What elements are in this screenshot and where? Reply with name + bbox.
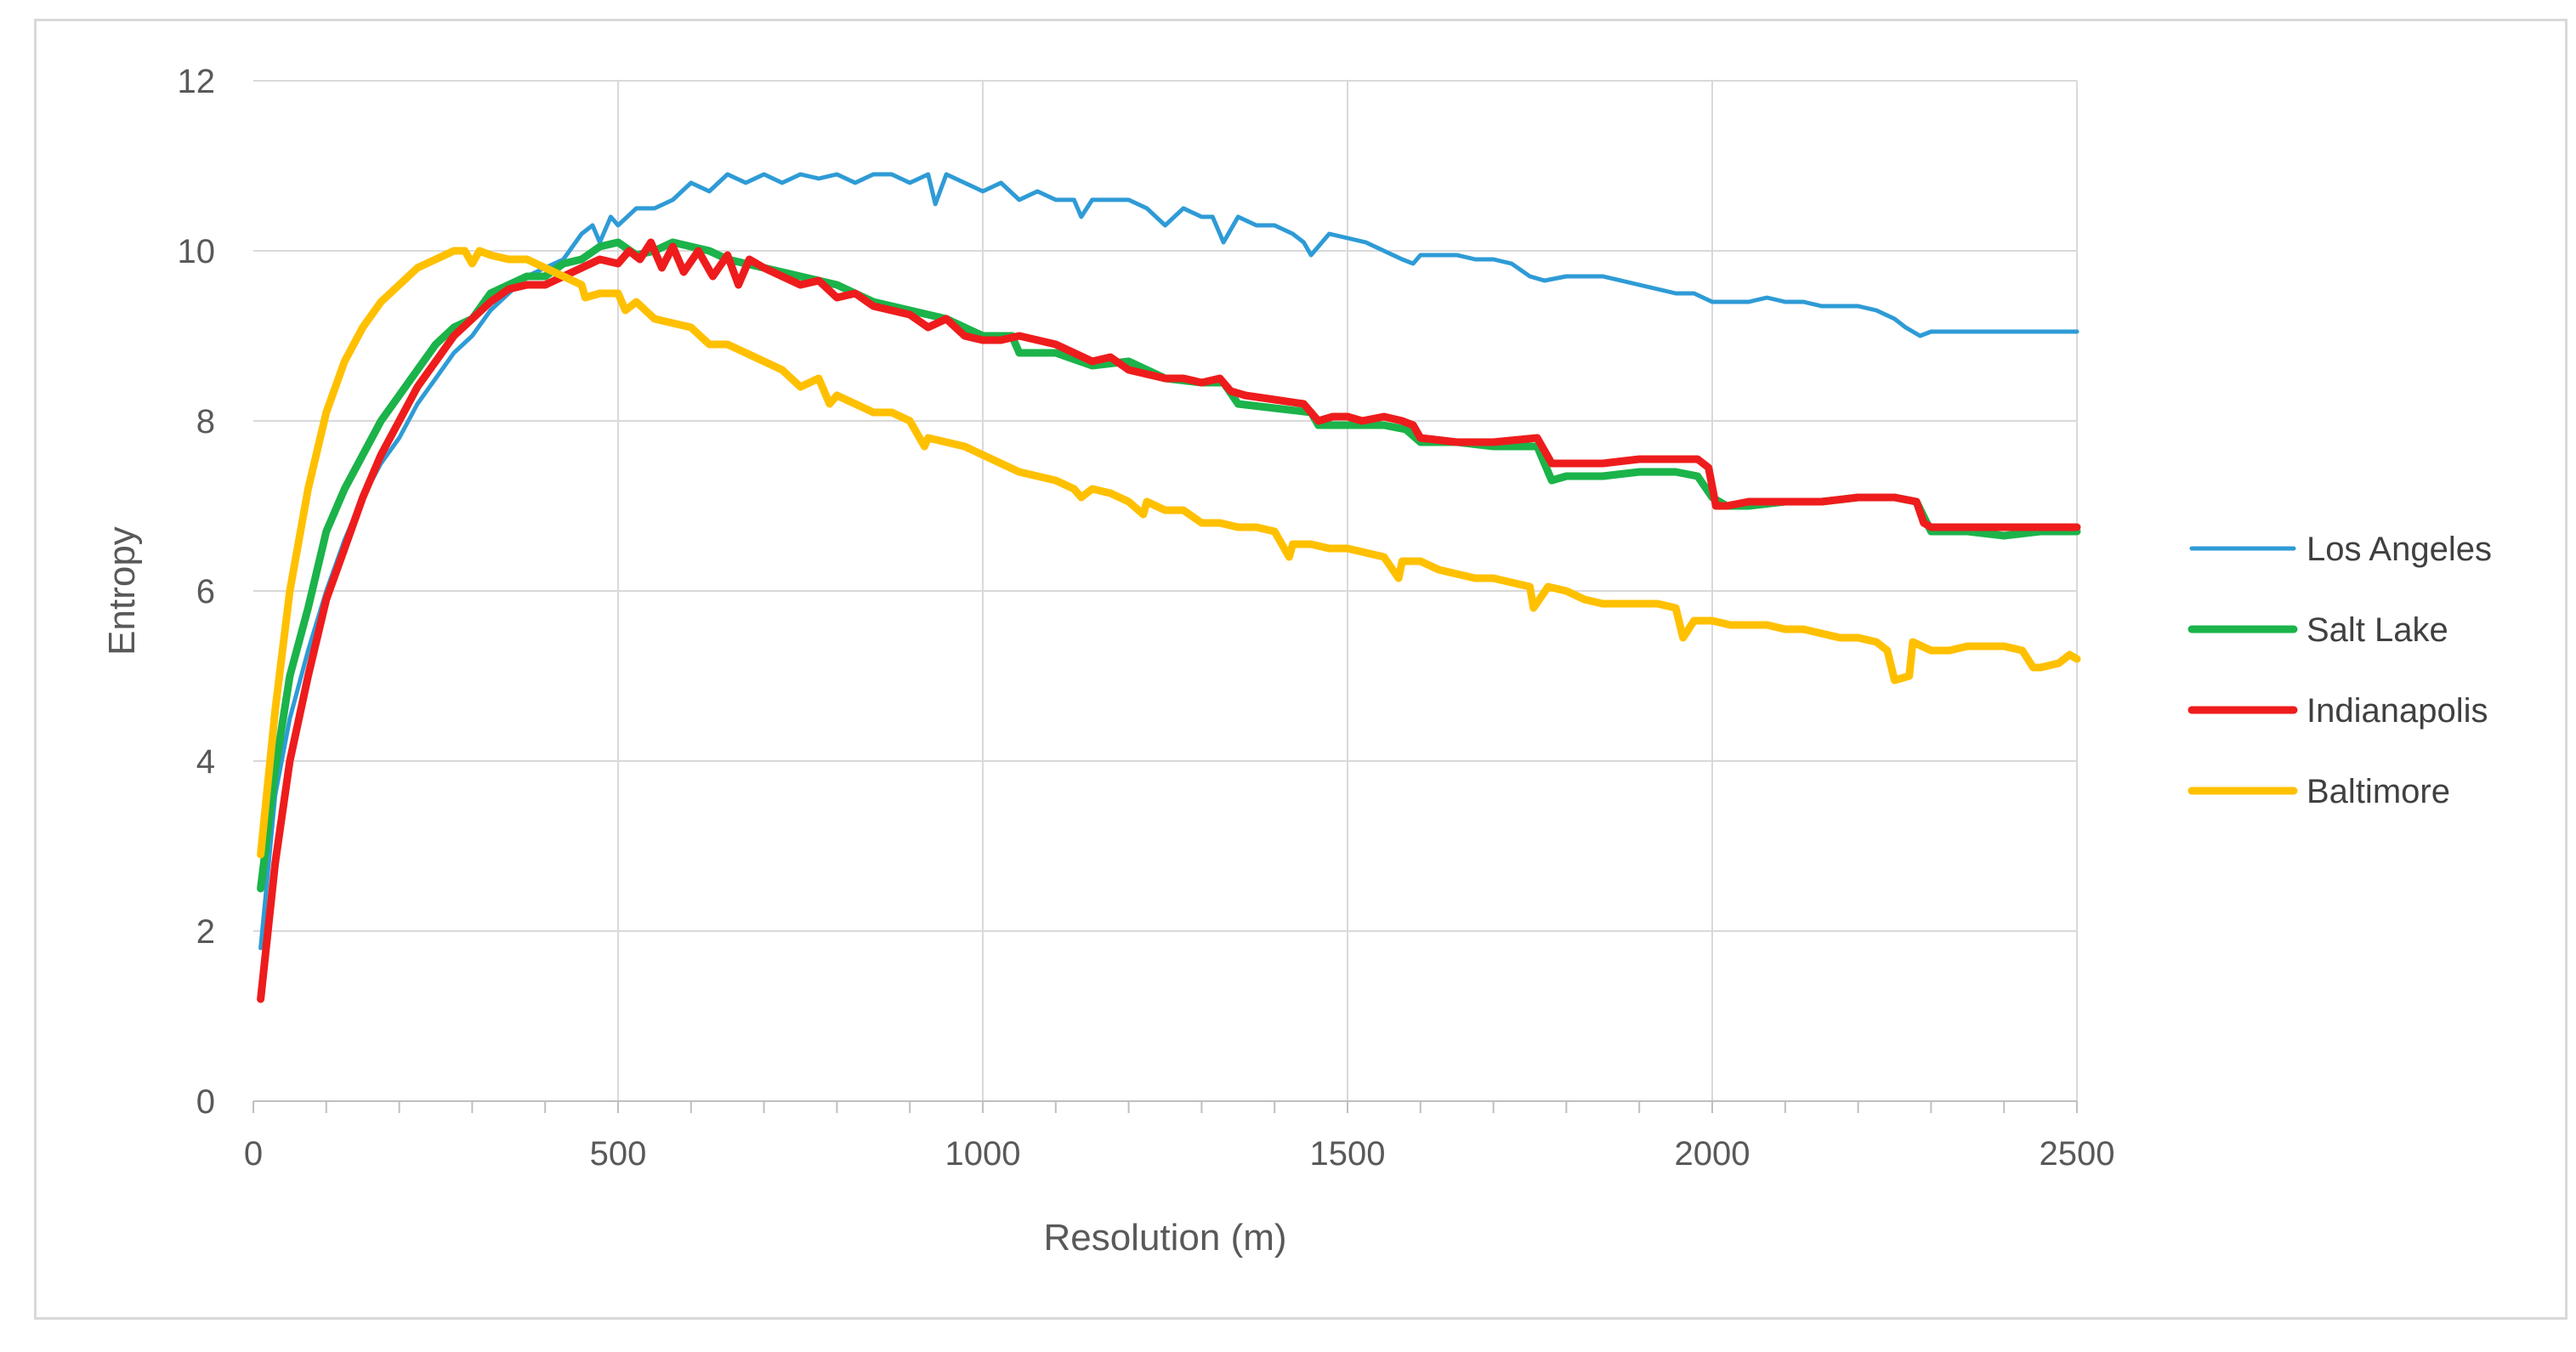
y-tick-label: 8	[196, 403, 215, 440]
x-tick-label: 1000	[945, 1135, 1021, 1173]
x-tick-label: 1500	[1310, 1135, 1386, 1173]
gridlines	[253, 80, 2078, 1101]
series-line-los-angeles	[258, 172, 2080, 951]
x-axis-title: Resolution (m)	[1043, 1217, 1286, 1258]
y-tick-label: 2	[196, 913, 215, 951]
y-tick-label: 0	[196, 1083, 215, 1121]
axes	[252, 1100, 2078, 1113]
y-axis-title: Entropy	[101, 526, 143, 656]
x-tick-label: 2000	[1675, 1135, 1750, 1173]
legend-label-salt-lake: Salt Lake	[2306, 611, 2448, 649]
series-line-baltimore	[257, 247, 2081, 859]
x-tick-label: 2500	[2040, 1135, 2115, 1173]
line-chart: 0 2 4 6 8 10 12 0 500 1000 1500 2000 2500 Resolution…	[101, 63, 2492, 1258]
y-tick-label: 12	[178, 63, 216, 100]
series-lines	[257, 172, 2081, 1003]
x-tick-label: 0	[244, 1135, 263, 1173]
chart-frame: 0 2 4 6 8 10 12 0 500 1000 1500 2000 2500 Resolution…	[34, 19, 2567, 1320]
y-tick-label: 4	[196, 743, 215, 781]
y-tick-label: 10	[178, 233, 216, 270]
legend-label-indianapolis: Indianapolis	[2306, 692, 2488, 730]
series-line-indianapolis	[257, 238, 2081, 1003]
y-tick-label: 6	[196, 573, 215, 611]
tick-labels: 0 2 4 6 8 10 12 0 500 1000 1500 2000 2500	[178, 63, 2115, 1173]
x-tick-label: 500	[590, 1135, 647, 1173]
series-line-salt-lake	[257, 238, 2081, 893]
legend: Los Angeles Salt Lake Indianapolis Baltimor…	[2187, 531, 2492, 810]
legend-label-baltimore: Baltimore	[2306, 773, 2450, 810]
legend-label-los-angeles: Los Angeles	[2306, 531, 2492, 568]
